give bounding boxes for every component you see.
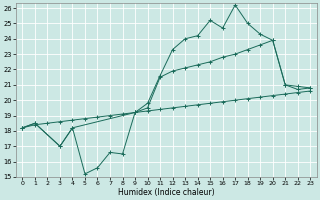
X-axis label: Humidex (Indice chaleur): Humidex (Indice chaleur) xyxy=(118,188,215,197)
